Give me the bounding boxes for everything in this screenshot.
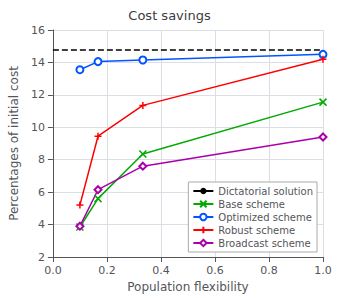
svg-text:Population flexibility: Population flexibility <box>127 280 248 294</box>
svg-text:Optimized scheme: Optimized scheme <box>218 212 311 223</box>
svg-text:14: 14 <box>31 56 45 69</box>
svg-text:Percentages of initial cost: Percentages of initial cost <box>7 66 21 221</box>
svg-text:10: 10 <box>31 121 45 134</box>
svg-text:0.2: 0.2 <box>98 264 116 277</box>
svg-text:0.4: 0.4 <box>152 264 170 277</box>
svg-text:16: 16 <box>31 24 45 37</box>
svg-text:6: 6 <box>38 186 45 199</box>
svg-text:12: 12 <box>31 88 45 101</box>
svg-text:Robust scheme: Robust scheme <box>218 225 295 236</box>
svg-text:4: 4 <box>38 218 45 231</box>
svg-text:0.6: 0.6 <box>206 264 224 277</box>
svg-text:Broadcast scheme: Broadcast scheme <box>218 238 310 249</box>
svg-text:8: 8 <box>38 153 45 166</box>
svg-text:2: 2 <box>38 251 45 264</box>
svg-text:1.0: 1.0 <box>314 264 332 277</box>
svg-text:0.0: 0.0 <box>44 264 62 277</box>
svg-text:Cost savings: Cost savings <box>128 8 211 23</box>
svg-text:0.8: 0.8 <box>260 264 278 277</box>
svg-text:Dictatorial solution: Dictatorial solution <box>218 186 313 197</box>
svg-text:Base scheme: Base scheme <box>218 199 285 210</box>
